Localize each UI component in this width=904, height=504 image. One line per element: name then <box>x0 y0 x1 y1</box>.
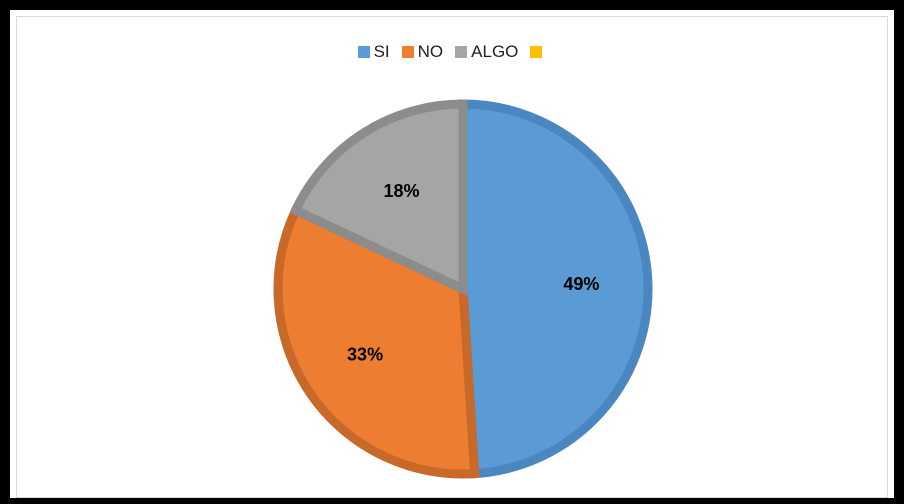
legend-label-no: NO <box>417 42 444 61</box>
legend-item-algo: ALGO <box>455 42 518 62</box>
legend-swatch-empty <box>530 46 543 58</box>
data-label-si: 49% <box>563 274 599 294</box>
legend-item-no: NO <box>401 42 444 62</box>
legend-label-si: SI <box>373 42 390 61</box>
pie-data-labels: 49% 33% 18% <box>347 181 599 364</box>
data-label-algo: 18% <box>384 181 420 201</box>
legend-item-empty <box>530 46 546 58</box>
legend-swatch-algo <box>455 46 468 58</box>
legend-label-algo: ALGO <box>471 42 519 61</box>
legend-swatch-no <box>401 46 414 58</box>
chart-legend: SI NO ALGO <box>0 41 904 63</box>
data-label-no: 33% <box>347 344 383 364</box>
pie-slice-si <box>458 99 653 479</box>
legend-item-si: SI <box>357 42 390 62</box>
legend-swatch-si <box>357 46 370 58</box>
pie-slices <box>273 99 653 479</box>
pie-slice-algo <box>289 99 468 297</box>
